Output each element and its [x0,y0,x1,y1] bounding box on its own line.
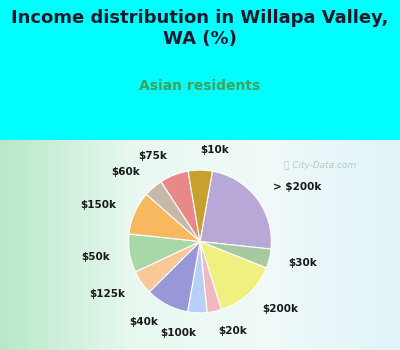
Text: $200k: $200k [262,303,298,314]
Text: $75k: $75k [138,151,167,161]
Text: $100k: $100k [160,328,196,338]
Text: $150k: $150k [80,200,116,210]
Text: $125k: $125k [89,289,125,299]
Text: > $200k: > $200k [273,182,322,191]
Wedge shape [129,234,200,272]
Text: $20k: $20k [218,326,247,336]
Wedge shape [149,241,200,312]
Wedge shape [200,241,271,268]
Wedge shape [200,241,221,313]
Text: Asian residents: Asian residents [139,79,261,93]
Wedge shape [146,182,200,241]
Text: $10k: $10k [200,145,229,155]
Wedge shape [161,171,200,242]
Text: $50k: $50k [81,252,110,262]
Text: $60k: $60k [112,167,140,177]
Wedge shape [188,241,207,313]
Text: $40k: $40k [129,317,158,328]
Text: $30k: $30k [289,259,318,268]
Wedge shape [129,194,200,242]
Text: Income distribution in Willapa Valley,
WA (%): Income distribution in Willapa Valley, W… [11,9,389,48]
Wedge shape [200,171,271,249]
Wedge shape [200,241,266,310]
Wedge shape [188,170,212,242]
Text: ⓘ City-Data.com: ⓘ City-Data.com [284,161,356,170]
Wedge shape [136,241,200,292]
